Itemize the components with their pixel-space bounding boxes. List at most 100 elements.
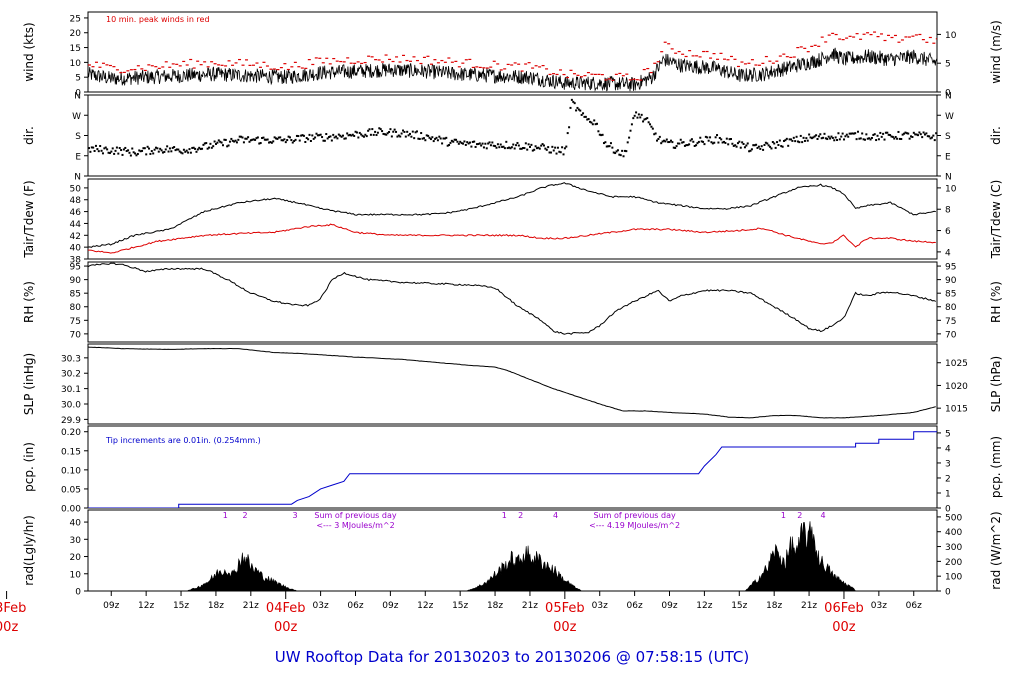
dir-point xyxy=(175,148,178,151)
wind-peak-mark xyxy=(286,68,290,71)
dir-point xyxy=(778,139,781,142)
wind-peak-mark xyxy=(88,64,91,66)
temp-ytick-right-label: 6 xyxy=(945,227,951,237)
dir-point xyxy=(456,140,459,143)
rad-ytick-label: 30 xyxy=(70,536,82,546)
wind-peak-mark xyxy=(733,58,737,60)
dir-point xyxy=(474,145,477,148)
dir-point xyxy=(294,138,297,141)
dir-point xyxy=(199,148,202,151)
dir-point xyxy=(337,133,340,136)
dir-point xyxy=(442,137,445,140)
dir-point xyxy=(143,147,146,150)
dir-point xyxy=(809,136,812,139)
wind-peak-mark xyxy=(569,69,573,71)
wind-peak-mark xyxy=(869,34,873,36)
dir-point xyxy=(238,135,241,138)
dir-point xyxy=(576,106,579,109)
wind-peak-mark xyxy=(761,62,765,64)
dir-point xyxy=(910,135,913,138)
wind-peak-mark xyxy=(492,60,496,62)
wind-peak-mark xyxy=(300,67,304,69)
dir-point xyxy=(820,137,823,140)
dir-point xyxy=(434,137,437,140)
dir-point xyxy=(118,147,121,150)
dir-point xyxy=(371,128,374,131)
dir-point xyxy=(355,131,358,134)
wind-peak-mark xyxy=(265,65,269,67)
dir-point xyxy=(656,139,659,142)
dir-point xyxy=(565,145,568,148)
dir-point xyxy=(769,145,772,148)
x-tick-label: 21z xyxy=(801,601,817,611)
dir-point xyxy=(106,148,109,151)
wind-ytick-label: 15 xyxy=(70,44,81,54)
dir-point xyxy=(284,141,287,144)
dir-point xyxy=(572,100,575,103)
dir-point xyxy=(318,134,321,137)
dir-point xyxy=(224,138,227,141)
dir-point xyxy=(131,147,134,150)
dir-point xyxy=(529,145,532,148)
x-tick-label: 21z xyxy=(243,601,259,611)
dir-point xyxy=(382,132,385,135)
wind-peak-mark xyxy=(164,61,168,63)
dir-point xyxy=(736,142,739,145)
dir-point xyxy=(463,140,466,143)
wind-peak-mark xyxy=(178,65,182,67)
wind-peak-mark xyxy=(593,73,597,76)
dir-point xyxy=(796,140,799,143)
wind-peak-mark xyxy=(702,50,706,53)
dir-point xyxy=(429,138,432,141)
rh-ytick-right-label: 95 xyxy=(945,263,956,273)
dir-point xyxy=(933,139,936,142)
dir-point xyxy=(431,136,434,139)
wind-peak-mark xyxy=(189,58,193,61)
dir-point xyxy=(789,138,792,141)
dir-point xyxy=(395,130,398,133)
dir-point xyxy=(845,133,848,136)
rad-ytick-label: 20 xyxy=(70,553,82,563)
wind-peak-mark xyxy=(363,61,367,64)
dir-point xyxy=(121,153,124,156)
dir-point xyxy=(741,141,744,144)
dir-point xyxy=(439,137,442,140)
dir-point xyxy=(216,141,219,144)
dir-point xyxy=(104,146,107,149)
dir-point xyxy=(579,109,582,112)
dir-point xyxy=(709,136,712,139)
dir-point xyxy=(128,151,131,154)
wind-peak-mark xyxy=(848,35,852,37)
dir-point xyxy=(774,146,777,149)
dir-point xyxy=(269,141,272,144)
pcp-ytick-label: 0.10 xyxy=(61,466,81,476)
wind-peak-mark xyxy=(192,67,196,69)
dir-point xyxy=(675,145,678,148)
dir-point xyxy=(646,117,649,120)
dir-point xyxy=(262,136,265,139)
dir-point xyxy=(866,137,869,140)
wind-peak-mark xyxy=(726,59,730,61)
dir-point xyxy=(773,142,776,145)
dir-point xyxy=(226,145,229,148)
rad-day-mark: 4 xyxy=(553,511,558,520)
dir-point xyxy=(101,152,104,155)
dir-point xyxy=(192,146,195,149)
dir-point xyxy=(499,143,502,146)
x-tick-label: 03z xyxy=(313,601,329,611)
dir-point xyxy=(135,154,138,157)
dir-point xyxy=(542,144,545,147)
dir-point xyxy=(844,135,847,138)
dir-point xyxy=(601,133,604,136)
dir-point xyxy=(535,147,538,150)
temp-ytick-right-label: 4 xyxy=(945,248,951,258)
dir-point xyxy=(586,118,589,121)
wind-peak-mark xyxy=(743,63,747,65)
wind-peak-mark xyxy=(255,62,259,64)
dir-point xyxy=(568,126,571,129)
dir-point xyxy=(473,140,476,143)
dir-point xyxy=(562,153,565,156)
temp-ytick-label: 38 xyxy=(70,256,82,266)
wind-peak-mark xyxy=(136,65,140,67)
wind-peak-mark xyxy=(112,66,116,68)
